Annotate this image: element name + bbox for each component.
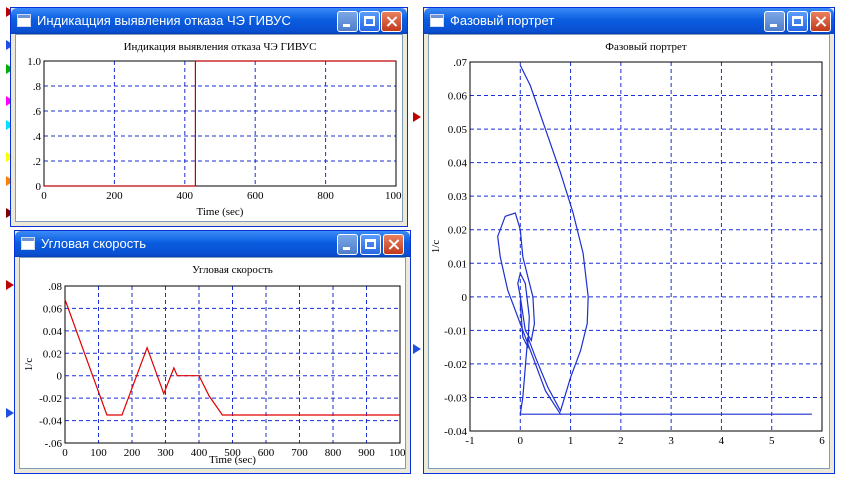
y-tick-label: 0.06 <box>43 303 63 315</box>
x-tick-label: 0 <box>62 447 68 459</box>
x-tick-label: 800 <box>325 447 342 459</box>
x-tick-label: 900 <box>358 447 375 459</box>
x-tick-label: 700 <box>291 447 308 459</box>
series-line <box>517 271 530 350</box>
maximize-button[interactable] <box>360 234 381 255</box>
plot-area: Фазовый портрет -1 0 1 2 3 4 5 6 .07 0.06 0.05 0.04 0… <box>428 34 830 469</box>
indication-chart: Индикация выявления отказа ЧЭ ГИВУС 0 200 4… <box>27 41 403 218</box>
y-tick-label: .08 <box>48 281 62 293</box>
y-tick-label: 0.02 <box>43 348 62 360</box>
plot-frame <box>43 60 397 187</box>
x-tick-label: 600 <box>247 190 264 202</box>
series-line <box>497 212 562 415</box>
window-title: Угловая скорость <box>41 236 146 251</box>
y-tick-label: 0.05 <box>448 124 468 136</box>
title-bar[interactable]: Фазовый портрет <box>424 8 834 34</box>
y-tick-label: 0.04 <box>448 158 468 170</box>
port-marker[interactable] <box>413 112 421 122</box>
x-tick-label: 0 <box>41 190 47 202</box>
close-button[interactable] <box>381 11 402 32</box>
y-tick-label: -0.03 <box>444 392 467 404</box>
x-tick-label: 1 <box>568 435 574 447</box>
y-tick-label: -0.02 <box>444 359 467 371</box>
window-title: Фазовый портрет <box>450 13 555 28</box>
phase-chart: Фазовый портрет -1 0 1 2 3 4 5 6 .07 0.06 0.05 0.04 0… <box>430 41 825 447</box>
x-tick-label: 500 <box>224 447 241 459</box>
x-tick-label: 400 <box>191 447 208 459</box>
phase-window[interactable]: Фазовый портрет Фазовый портрет -1 0 1 2 3 4 5 6… <box>423 7 835 474</box>
x-tick-label: 100 <box>90 447 107 459</box>
speed-window[interactable]: Угловая скорость Угловая скорость 0 100 200… <box>14 230 411 474</box>
minimize-button[interactable] <box>337 234 358 255</box>
title-bar[interactable]: Индикацция выявления отказа ЧЭ ГИВУС <box>11 8 407 34</box>
window-icon <box>430 14 444 27</box>
chart-title: Фазовый портрет <box>605 41 687 53</box>
close-button[interactable] <box>810 11 831 32</box>
y-tick-label: -0.04 <box>39 416 62 428</box>
series-line <box>519 65 812 415</box>
y-tick-label: .07 <box>453 57 467 69</box>
chart-title: Индикация выявления отказа ЧЭ ГИВУС <box>124 41 317 53</box>
port-marker[interactable] <box>413 344 421 354</box>
series-line <box>44 60 396 187</box>
port-marker[interactable] <box>6 280 14 290</box>
y-tick-label: 0 <box>462 292 468 304</box>
y-axis-label: 1/c <box>430 240 442 254</box>
x-axis-label: Time (sec) <box>197 206 244 218</box>
x-tick-label: 300 <box>157 447 174 459</box>
chart-title: Угловая скорость <box>192 264 273 276</box>
y-tick-label: 0 <box>57 371 63 383</box>
y-tick-label: .4 <box>33 131 42 143</box>
x-tick-label: 3 <box>668 435 674 447</box>
x-tick-label: 200 <box>106 190 123 202</box>
x-axis-label: Time (sec) <box>209 454 256 466</box>
minimize-button[interactable] <box>764 11 785 32</box>
y-axis-label: 1/c <box>23 358 35 372</box>
window-title: Индикацция выявления отказа ЧЭ ГИВУС <box>37 13 291 28</box>
series-line <box>64 299 400 416</box>
title-bar[interactable]: Угловая скорость <box>15 231 410 257</box>
port-marker[interactable] <box>6 408 14 418</box>
window-icon <box>17 14 31 27</box>
y-tick-label: .2 <box>33 156 41 168</box>
plot-area: Угловая скорость 0 100 200 300 400 500 600 700 80… <box>19 257 406 469</box>
y-tick-label: -0.01 <box>444 325 467 337</box>
indication-window[interactable]: Индикацция выявления отказа ЧЭ ГИВУС Инд… <box>10 7 408 227</box>
x-tick-label: 2 <box>618 435 624 447</box>
y-tick-label: -0.02 <box>39 393 62 405</box>
window-icon <box>21 237 35 250</box>
y-tick-label: 1.0 <box>27 56 41 68</box>
plot-area: Индикация выявления отказа ЧЭ ГИВУС 0 200 4… <box>15 34 403 222</box>
y-tick-label: -0.04 <box>444 426 467 438</box>
x-tick-label: 400 <box>177 190 194 202</box>
maximize-button[interactable] <box>787 11 808 32</box>
speed-chart: Угловая скорость 0 100 200 300 400 500 600 700 80… <box>23 264 406 466</box>
plot-frame <box>469 61 823 432</box>
y-tick-label: .8 <box>33 81 42 93</box>
close-button[interactable] <box>383 234 404 255</box>
minimize-button[interactable] <box>337 11 358 32</box>
y-tick-label: 0.03 <box>448 191 468 203</box>
x-tick-label: -1 <box>465 435 474 447</box>
y-tick-label: 0 <box>36 181 42 193</box>
maximize-button[interactable] <box>359 11 380 32</box>
y-tick-label: 0.04 <box>43 326 63 338</box>
plot-frame <box>64 285 401 444</box>
y-tick-label: 0.06 <box>448 91 468 103</box>
x-tick-label: 0 <box>518 435 524 447</box>
x-tick-label: 5 <box>769 435 775 447</box>
x-tick-label: 6 <box>819 435 825 447</box>
y-tick-label: -.06 <box>45 438 63 450</box>
x-tick-label: 200 <box>124 447 141 459</box>
x-tick-label: 800 <box>317 190 334 202</box>
y-tick-label: 0.01 <box>448 258 467 270</box>
y-tick-label: .6 <box>33 106 42 118</box>
y-tick-label: 0.02 <box>448 225 467 237</box>
x-tick-label: 600 <box>258 447 275 459</box>
x-tick-label: 4 <box>719 435 725 447</box>
